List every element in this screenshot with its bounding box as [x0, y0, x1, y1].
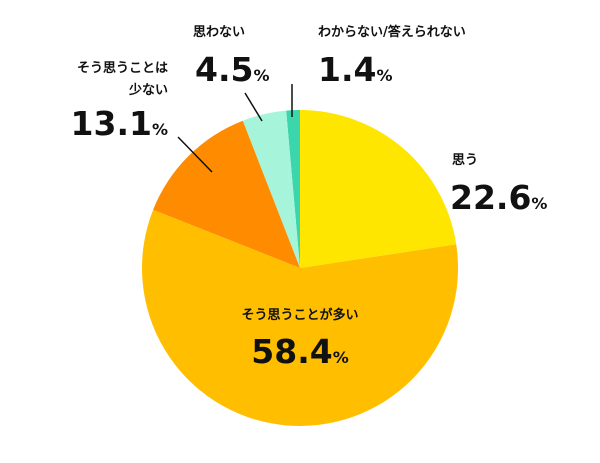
- pie-slice: [153, 120, 300, 269]
- slice-label: 思わない: [193, 25, 246, 40]
- leader-line: [244, 92, 263, 122]
- value-label: 58.4%: [251, 332, 349, 371]
- slice-label: わからない/答えられない: [318, 25, 466, 40]
- pie-slice: [300, 110, 457, 268]
- pie-slice: [286, 110, 300, 268]
- pie-slice: [242, 110, 300, 268]
- slice-label: 思う: [452, 153, 479, 168]
- value-label: 22.6%: [450, 178, 548, 217]
- value-label: 1.4%: [318, 50, 393, 89]
- value-label: 13.1%: [70, 104, 168, 143]
- pie-slice: [141, 209, 458, 427]
- leader-line: [177, 136, 213, 173]
- value-label: 4.5%: [195, 50, 270, 89]
- slice-label: そう思うことは少ない: [76, 61, 168, 98]
- slice-label: そう思うことが多い: [241, 308, 359, 323]
- leader-lines: [177, 84, 293, 173]
